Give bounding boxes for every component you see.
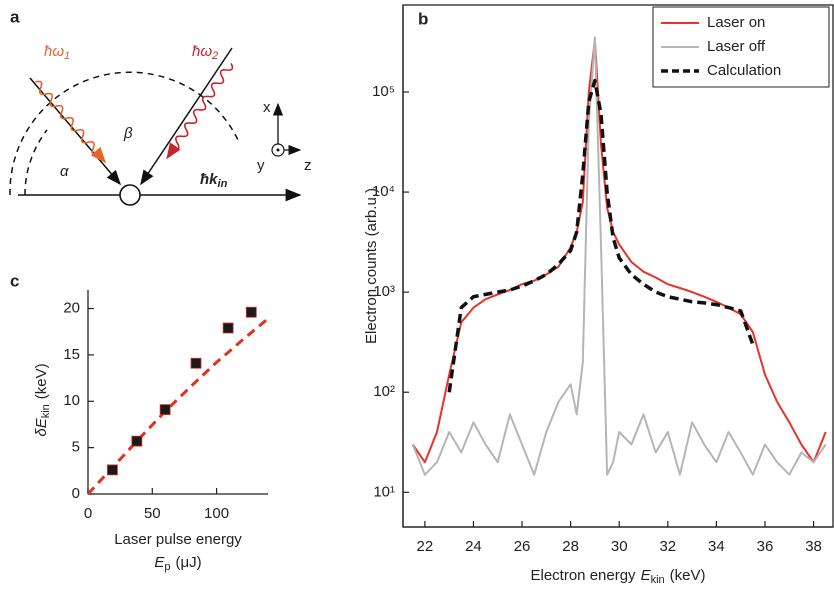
- x-axis-title: Electron energy Ekin (keV): [531, 567, 706, 586]
- y-tick-label: 10⁴: [372, 183, 395, 200]
- photon-label: ħω1: [44, 43, 70, 62]
- panel-a: a ħω1 ħω2 β α x y z ħkin: [9, 7, 312, 206]
- data-point: [222, 322, 234, 334]
- momentum-label: ħkin: [200, 171, 228, 190]
- data-point: [159, 404, 171, 416]
- y-tick-label: 0: [72, 485, 80, 502]
- y-tick-label: 10²: [373, 383, 395, 400]
- x-tick-label: 24: [465, 538, 482, 555]
- x-tick-label: 22: [417, 538, 434, 555]
- panel-label: c: [10, 271, 19, 290]
- y-tick-label: 10: [63, 392, 80, 409]
- photon-wave-2: [166, 62, 234, 160]
- axis-dot: [276, 148, 280, 152]
- x-tick-label: 38: [805, 538, 822, 555]
- panel-label: a: [10, 7, 20, 26]
- beam-2: [140, 47, 233, 186]
- x-tick-label: 0: [84, 505, 92, 522]
- x-tick-label: 50: [144, 505, 161, 522]
- series-line: [411, 39, 827, 464]
- axis-label: x: [263, 99, 271, 116]
- y-tick-label: 10¹: [373, 483, 395, 500]
- y-tick-label: 10³: [373, 283, 395, 300]
- angle-label: β: [123, 125, 133, 142]
- plot-frame: [402, 4, 834, 528]
- axis-label: z: [304, 157, 312, 174]
- photon-label: ħω2: [192, 43, 218, 62]
- x-tick-label: 100: [204, 505, 229, 522]
- x-tick-label: 34: [708, 538, 725, 555]
- angle-arc: [24, 129, 48, 196]
- x-tick-label: 30: [611, 538, 628, 555]
- y-axis-title: Electron counts (arb.u.): [363, 188, 380, 344]
- x-axis-title: Laser pulse energy: [114, 531, 242, 548]
- y-axis-title: δEkin(keV): [33, 363, 52, 436]
- legend-label: Laser on: [707, 14, 765, 31]
- y-tick-label: 20: [63, 300, 80, 317]
- x-tick-label: 28: [562, 538, 579, 555]
- panel-label: b: [418, 9, 428, 28]
- legend-label: Laser off: [707, 38, 766, 55]
- angle-label: α: [60, 163, 69, 180]
- y-tick-label: 10⁵: [372, 83, 395, 100]
- data-point: [190, 357, 202, 369]
- x-tick-label: 26: [514, 538, 531, 555]
- axis-label: y: [257, 157, 265, 174]
- x-tick-label: 32: [659, 538, 676, 555]
- legend-label: Calculation: [707, 62, 781, 79]
- data-point: [131, 435, 143, 447]
- y-tick-label: 15: [63, 346, 80, 363]
- angle-arc: [9, 71, 239, 196]
- series-line: [411, 36, 827, 476]
- y-tick-label: 5: [72, 439, 80, 456]
- sample-point: [119, 184, 141, 206]
- fit-line: [88, 317, 268, 494]
- x-tick-label: 36: [757, 538, 774, 555]
- x-axis-title: Ep (μJ): [154, 554, 201, 573]
- photon-wave-1: [35, 80, 107, 164]
- data-point: [245, 306, 257, 318]
- data-point: [107, 464, 118, 476]
